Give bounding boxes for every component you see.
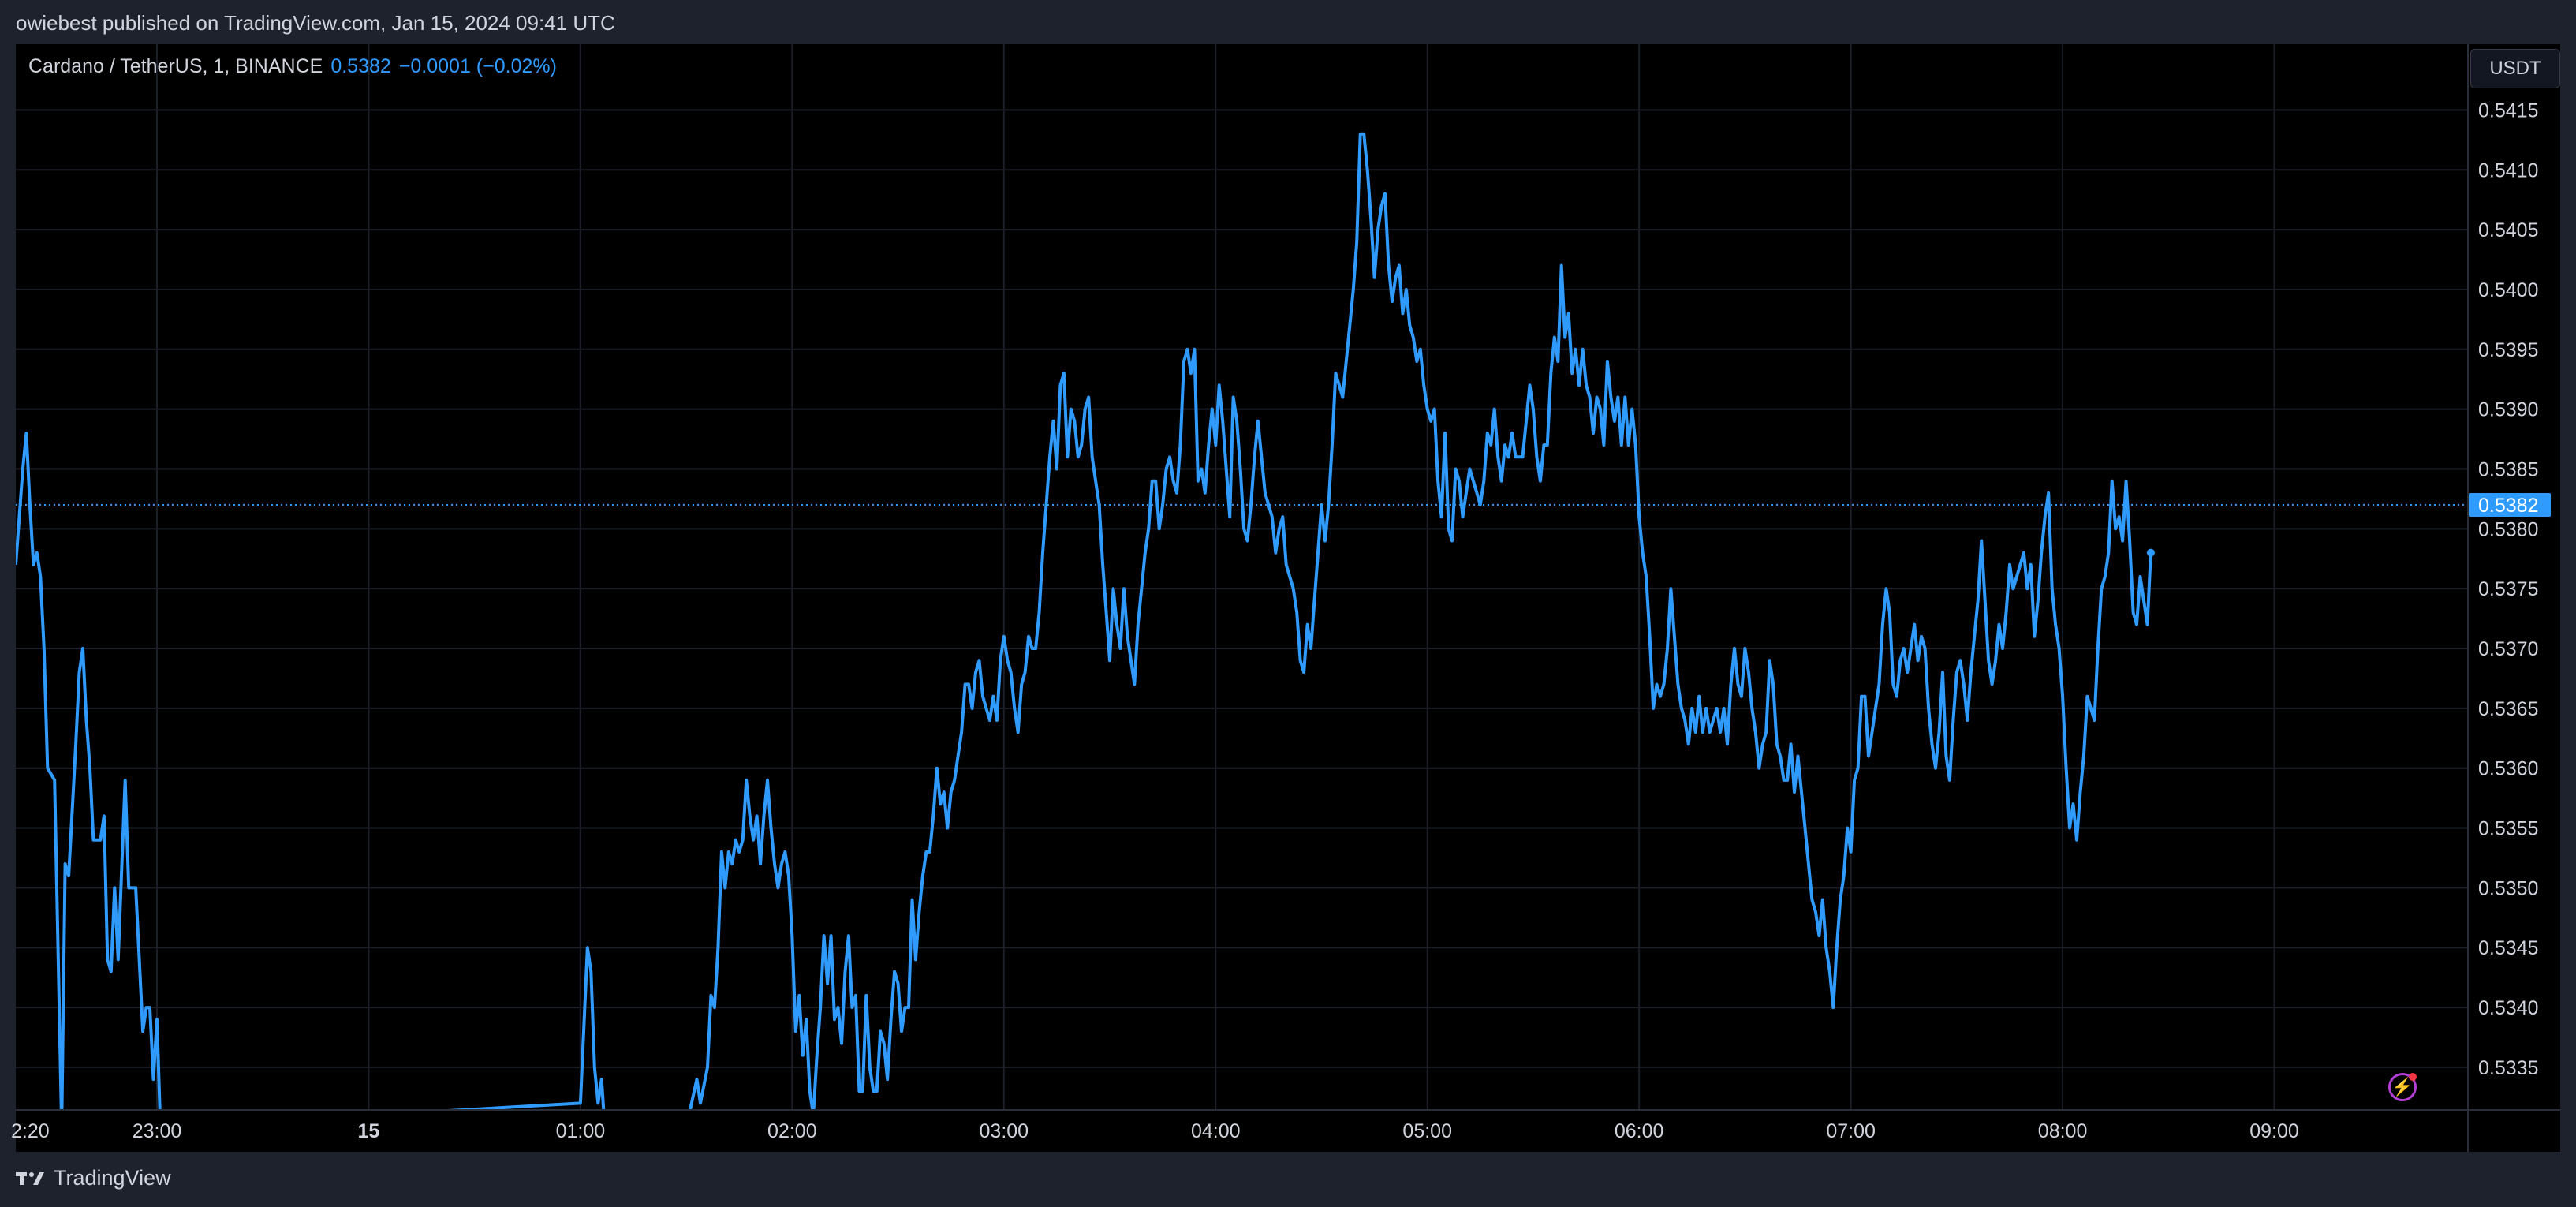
y-tick-label: 0.5375 <box>2478 578 2538 600</box>
x-tick-label: 23:00 <box>133 1120 182 1142</box>
last-point-marker <box>2146 548 2155 557</box>
x-tick-label: 05:00 <box>1402 1120 1452 1142</box>
brand[interactable]: TradingView <box>16 1166 171 1190</box>
price-change: −0.0001 (−0.02%) <box>398 55 557 77</box>
tradingview-logo-icon <box>16 1172 44 1185</box>
price-axis: 0.5415 0.5410 0.5405 0.5400 0.5395 0.5390 0.53… <box>2469 99 2551 1079</box>
x-tick-label: 15 <box>358 1120 380 1142</box>
x-tick-label: 2:20 <box>11 1120 50 1142</box>
time-axis: 2:20 23:00 15 01:00 02:00 03:00 04:00 05:00 06:0… <box>11 1120 2299 1142</box>
publish-header <box>0 0 2576 44</box>
price-line-layer <box>16 132 2467 1109</box>
x-tick-label: 09:00 <box>2249 1120 2299 1142</box>
y-tick-label: 0.5380 <box>2478 518 2538 540</box>
x-tick-label: 01:00 <box>556 1120 606 1142</box>
y-tick-label: 0.5415 <box>2478 99 2538 121</box>
x-tick-label: 04:00 <box>1191 1120 1241 1142</box>
bolt-icon[interactable]: ⚡ <box>2388 1073 2417 1101</box>
notification-dot <box>2409 1073 2417 1081</box>
y-tick-label: 0.5355 <box>2478 818 2538 840</box>
price-series-line <box>16 132 2152 1109</box>
y-tick-label: 0.5365 <box>2478 698 2538 720</box>
x-tick-label: 03:00 <box>980 1120 1029 1142</box>
y-tick-label: 0.5410 <box>2478 159 2538 181</box>
symbol-title: Cardano / TetherUS, 1, BINANCE <box>28 55 323 77</box>
y-tick-label: 0.5385 <box>2478 458 2538 480</box>
x-tick-label: 07:00 <box>1826 1120 1876 1142</box>
y-tick-label: 0.5335 <box>2478 1057 2538 1079</box>
x-tick-label: 02:00 <box>767 1120 817 1142</box>
grid-lines <box>16 44 2560 1152</box>
y-tick-label: 0.5400 <box>2478 279 2538 301</box>
y-tick-label: 0.5345 <box>2478 937 2538 959</box>
x-tick-label: 06:00 <box>1615 1120 1664 1142</box>
y-tick-label: 0.5340 <box>2478 997 2538 1019</box>
published-text: owiebest published on TradingView.com, J… <box>16 11 615 35</box>
y-tick-label: 0.5390 <box>2478 399 2538 421</box>
chart-pane[interactable] <box>16 44 2560 1152</box>
y-tick-label: 0.5370 <box>2478 638 2538 660</box>
y-tick-label: 0.5405 <box>2478 219 2538 241</box>
last-price-tag <box>2469 492 2551 517</box>
y-tick-label: 0.5360 <box>2478 758 2538 780</box>
brand-label: TradingView <box>54 1166 171 1190</box>
symbol-legend[interactable]: Cardano / TetherUS, 1, BINANCE 0.5382 −0.0… <box>28 55 557 78</box>
last-price: 0.5382 <box>330 55 391 77</box>
last-price-tag-label: 0.5382 <box>2478 495 2538 517</box>
x-tick-label: 08:00 <box>2038 1120 2088 1142</box>
currency-button[interactable]: USDT <box>2470 49 2560 88</box>
y-tick-label: 0.5395 <box>2478 339 2538 361</box>
y-tick-label: 0.5350 <box>2478 877 2538 899</box>
footer-bar <box>0 1152 2576 1207</box>
